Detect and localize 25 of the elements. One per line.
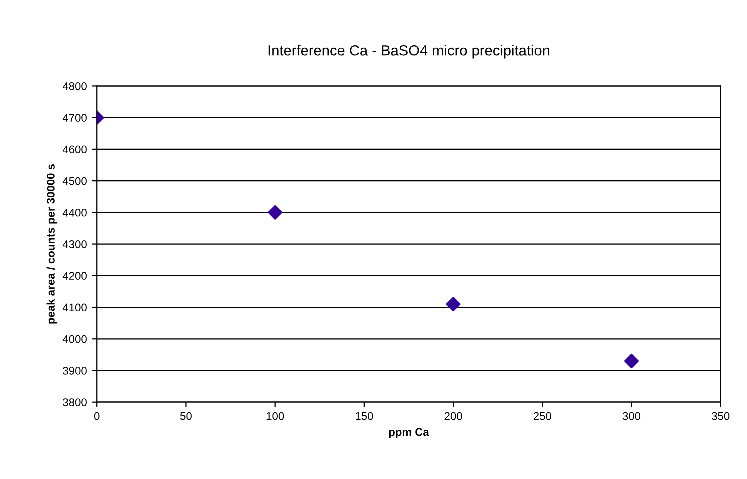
y-tick-label: 4400 — [62, 208, 87, 217]
y-axis-title: peak area / counts per 30000 s — [46, 164, 58, 324]
x-tick-label: 0 — [94, 412, 100, 420]
x-tick-label: 150 — [356, 412, 374, 420]
y-tick-label: 3800 — [63, 398, 87, 406]
y-tick-label: 3900 — [63, 367, 87, 375]
point — [624, 354, 640, 369]
y-tick-label: 4200 — [62, 272, 87, 280]
x-tick-label: 100 — [266, 412, 284, 420]
y-tick-label: 4100 — [62, 304, 87, 312]
y-tick-label: 4000 — [62, 335, 87, 344]
x-tick-label: 300 — [622, 412, 641, 420]
y-tick-label: 4500 — [62, 177, 87, 186]
y-tick-label: 4600 — [62, 146, 87, 154]
x-tick-label: 50 — [180, 412, 192, 420]
y-tick-label: 4800 — [62, 82, 87, 90]
x-tick-label: 200 — [444, 412, 462, 420]
x-axis-title: ppm Ca — [389, 428, 430, 438]
y-tick-label: 4300 — [62, 240, 87, 248]
x-tick-label: 250 — [534, 412, 552, 420]
point — [446, 297, 461, 312]
x-tick-label: 350 — [712, 412, 730, 420]
chart-title: Interference Ca - BaSO4 micro precipitation — [268, 45, 550, 59]
point — [268, 205, 283, 220]
y-tick-label: 4700 — [62, 114, 87, 122]
